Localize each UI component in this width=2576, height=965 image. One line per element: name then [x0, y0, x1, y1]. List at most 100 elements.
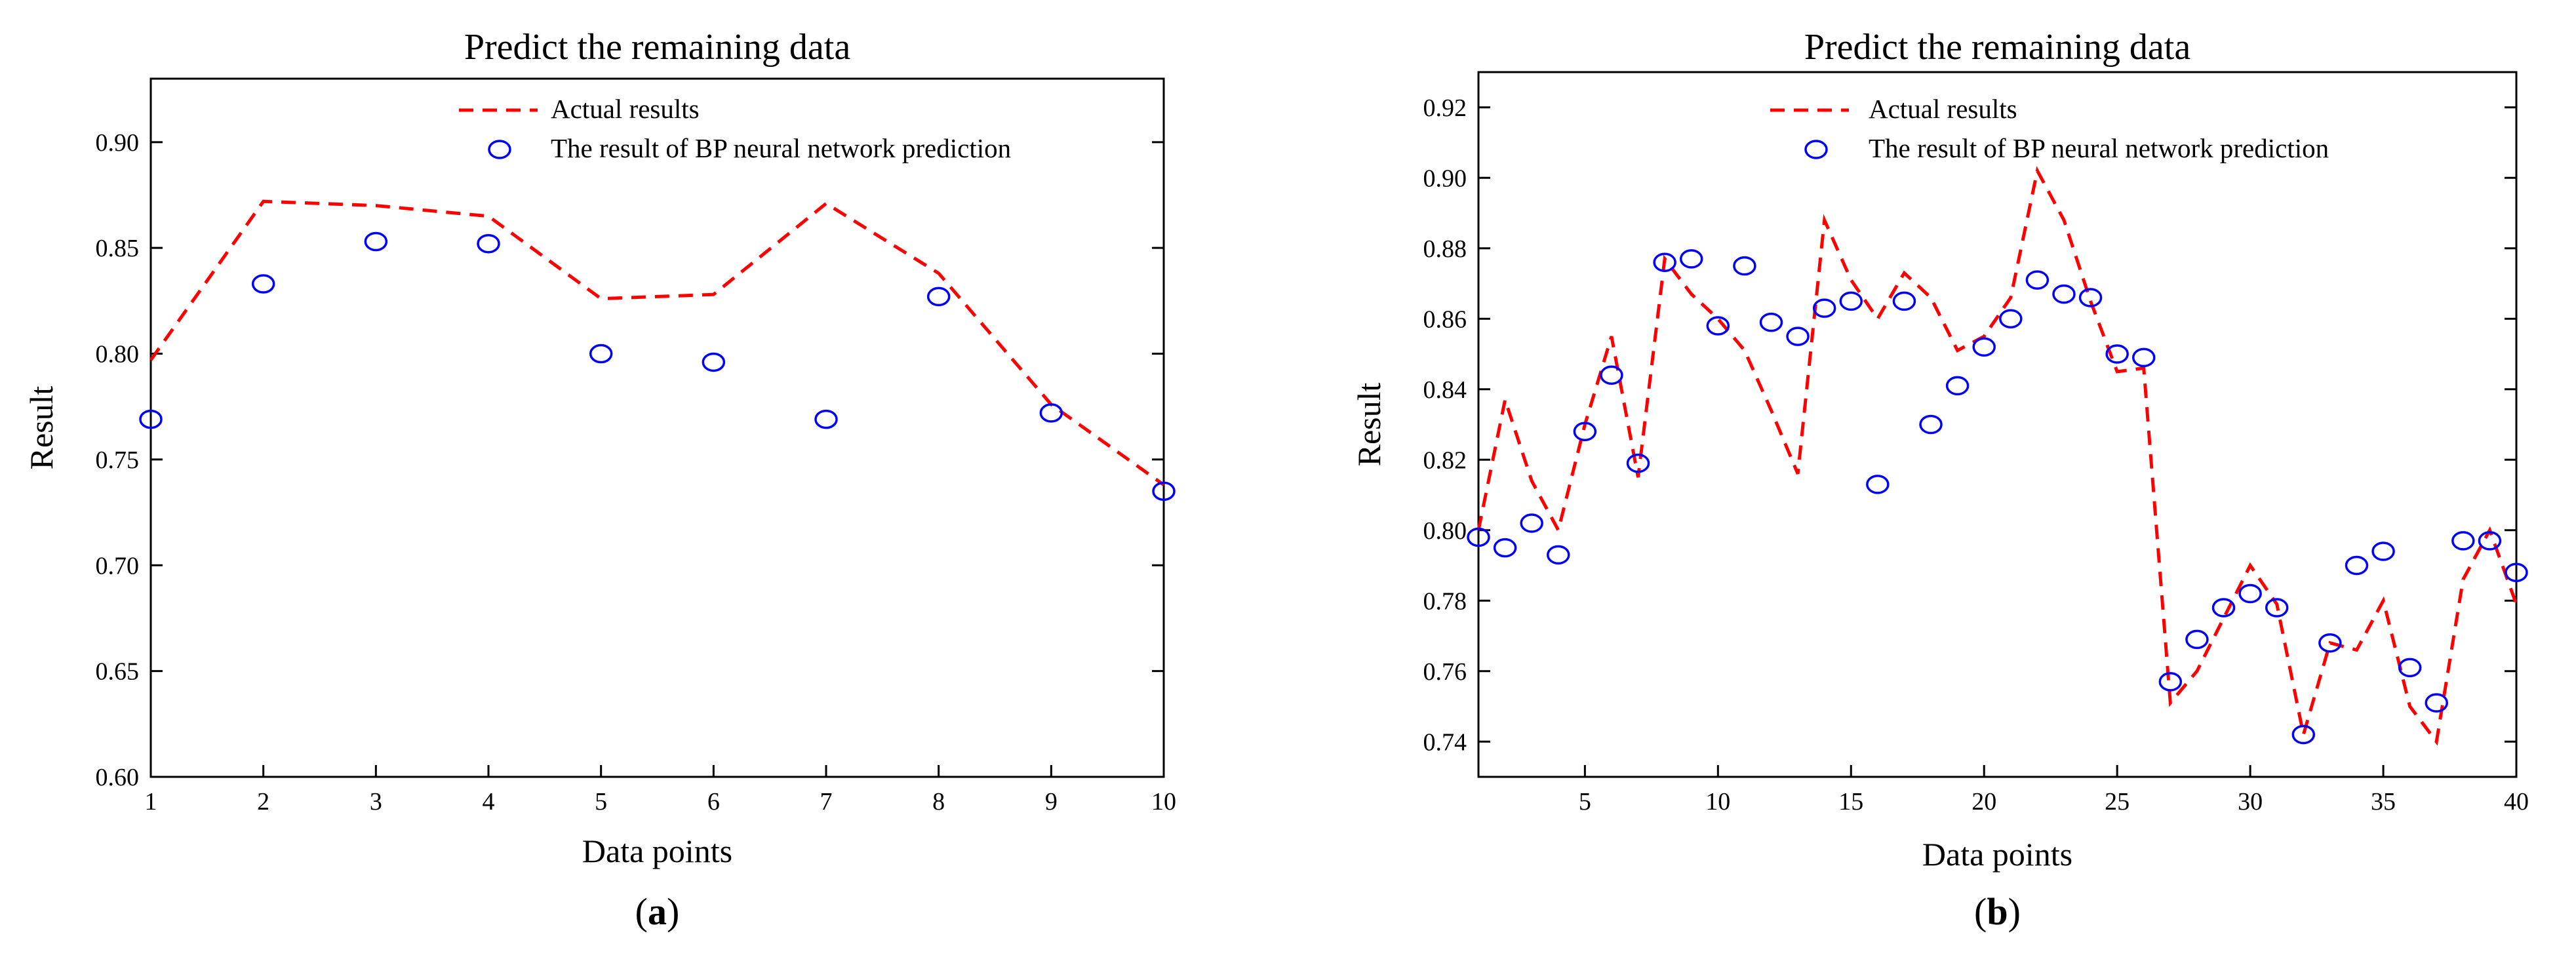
- legend-label-predicted: The result of BP neural network predicti…: [1869, 133, 2329, 163]
- predicted-point: [1839, 291, 1863, 311]
- y-tick-label: 0.85: [96, 235, 140, 262]
- y-tick-label: 0.90: [96, 129, 140, 157]
- predicted-point: [2425, 693, 2448, 713]
- predicted-point: [1679, 249, 1703, 269]
- panel-letter: a: [648, 890, 667, 933]
- plot-frame: [149, 77, 1165, 778]
- chart-panel-b: Predict the remaining data 0.74 0.76 0.78 0.…: [1351, 27, 2529, 933]
- predicted-point: [2371, 542, 2395, 561]
- x-tick-label: 5: [595, 788, 607, 816]
- predicted-point: [477, 233, 500, 254]
- predicted-point: [1467, 527, 1490, 547]
- predicted-point: [1520, 513, 1543, 533]
- series-actual-line: [1476, 166, 2518, 746]
- plot-area: [1476, 166, 2518, 746]
- predicted-point: [1866, 475, 1890, 494]
- y-tick-label: 0.92: [1423, 94, 1467, 122]
- y-tick-label: 0.80: [1423, 517, 1467, 545]
- y-tick-label: 0.76: [1423, 658, 1467, 686]
- x-axis-label: Data points: [582, 833, 732, 869]
- y-tick-label: 0.84: [1423, 376, 1467, 404]
- predicted-point: [1039, 403, 1063, 423]
- x-tick-label: 2: [257, 788, 269, 816]
- x-axis-label: Data points: [1922, 836, 2072, 873]
- chart-panel-a: Predict the remaining data 0.60 0.65 0.70 0.…: [23, 27, 1176, 933]
- predicted-point: [2478, 531, 2502, 551]
- x-tick-label: 1: [145, 788, 157, 816]
- y-tick-label: 0.86: [1423, 305, 1467, 333]
- series-actual-line: [149, 199, 1165, 486]
- panel-label: (b): [1974, 890, 2021, 933]
- predicted-point: [2185, 629, 2209, 650]
- predicted-point: [139, 409, 163, 429]
- predicted-point: [1152, 481, 1176, 502]
- predicted-point: [1786, 326, 1810, 346]
- predicted-point: [1919, 414, 1943, 435]
- predicted-point: [251, 274, 275, 294]
- predicted-point: [2105, 344, 2129, 364]
- y-tick-label: 0.82: [1423, 446, 1467, 474]
- predicted-point: [1626, 453, 1650, 473]
- predicted-point: [926, 286, 951, 307]
- predicted-point: [1600, 365, 1623, 385]
- y-tick-label: 0.60: [96, 764, 140, 791]
- x-tick-label: 20: [1972, 788, 1996, 816]
- predicted-point: [1493, 538, 1517, 558]
- predicted-point: [1759, 312, 1783, 332]
- predicted-point: [2291, 724, 2316, 745]
- chart-title: Predict the remaining data: [1804, 27, 2190, 68]
- predicted-point: [2345, 555, 2369, 576]
- predicted-point: [2025, 270, 2050, 290]
- x-tick-label: 10: [1151, 788, 1176, 816]
- x-tick-label: 15: [1838, 788, 1863, 816]
- plot-area: [149, 199, 1165, 486]
- x-tick-label: 40: [2504, 788, 2529, 816]
- predicted-point: [1706, 316, 1730, 336]
- predicted-point: [1733, 256, 1756, 276]
- predicted-point: [1945, 376, 1970, 396]
- y-axis-label: Result: [23, 386, 60, 470]
- predicted-point: [589, 344, 613, 364]
- predicted-point: [702, 352, 726, 372]
- legend-label-predicted: The result of BP neural network predicti…: [551, 133, 1011, 163]
- predicted-point: [1547, 545, 1570, 565]
- panel-letter: b: [1987, 890, 2008, 933]
- x-tick-label: 30: [2238, 788, 2263, 816]
- y-tick-label: 0.74: [1423, 728, 1467, 756]
- chart-title: Predict the remaining data: [464, 27, 850, 68]
- predicted-point: [2052, 284, 2076, 304]
- x-tick-label: 25: [2105, 788, 2130, 816]
- x-tick-label: 10: [1705, 788, 1730, 816]
- predicted-point: [1653, 252, 1676, 272]
- predicted-point: [364, 231, 388, 252]
- predicted-point: [2078, 288, 2103, 307]
- x-tick-label: 35: [2371, 788, 2396, 816]
- x-tick-label: 5: [1579, 788, 1591, 816]
- predicted-point: [814, 409, 838, 429]
- predicted-point: [2265, 598, 2289, 618]
- y-tick-label: 0.75: [96, 446, 140, 474]
- x-tick-label: 7: [820, 788, 833, 816]
- predicted-point: [2211, 598, 2236, 618]
- legend-label-actual: Actual results: [551, 94, 700, 124]
- y-axis-label: Result: [1351, 383, 1387, 467]
- x-tick-label: 4: [483, 788, 495, 816]
- predicted-point: [1892, 291, 1916, 311]
- panel-label: (a): [635, 890, 680, 933]
- predicted-point: [2158, 672, 2183, 692]
- y-tick-label: 0.88: [1423, 235, 1467, 263]
- legend-marker-predicted: [1804, 140, 1828, 159]
- predicted-point: [2505, 562, 2528, 582]
- predicted-point: [1999, 309, 2023, 328]
- predicted-point: [1573, 422, 1597, 441]
- x-tick-label: 9: [1045, 788, 1058, 816]
- y-tick-label: 0.78: [1423, 587, 1467, 615]
- legend-marker-predicted: [488, 140, 511, 159]
- predicted-point: [2238, 583, 2262, 604]
- y-tick-label: 0.80: [96, 341, 140, 368]
- x-tick-label: 8: [932, 788, 945, 816]
- legend-label-actual: Actual results: [1869, 94, 2017, 124]
- predicted-point: [2398, 658, 2422, 678]
- predicted-point: [1812, 298, 1836, 318]
